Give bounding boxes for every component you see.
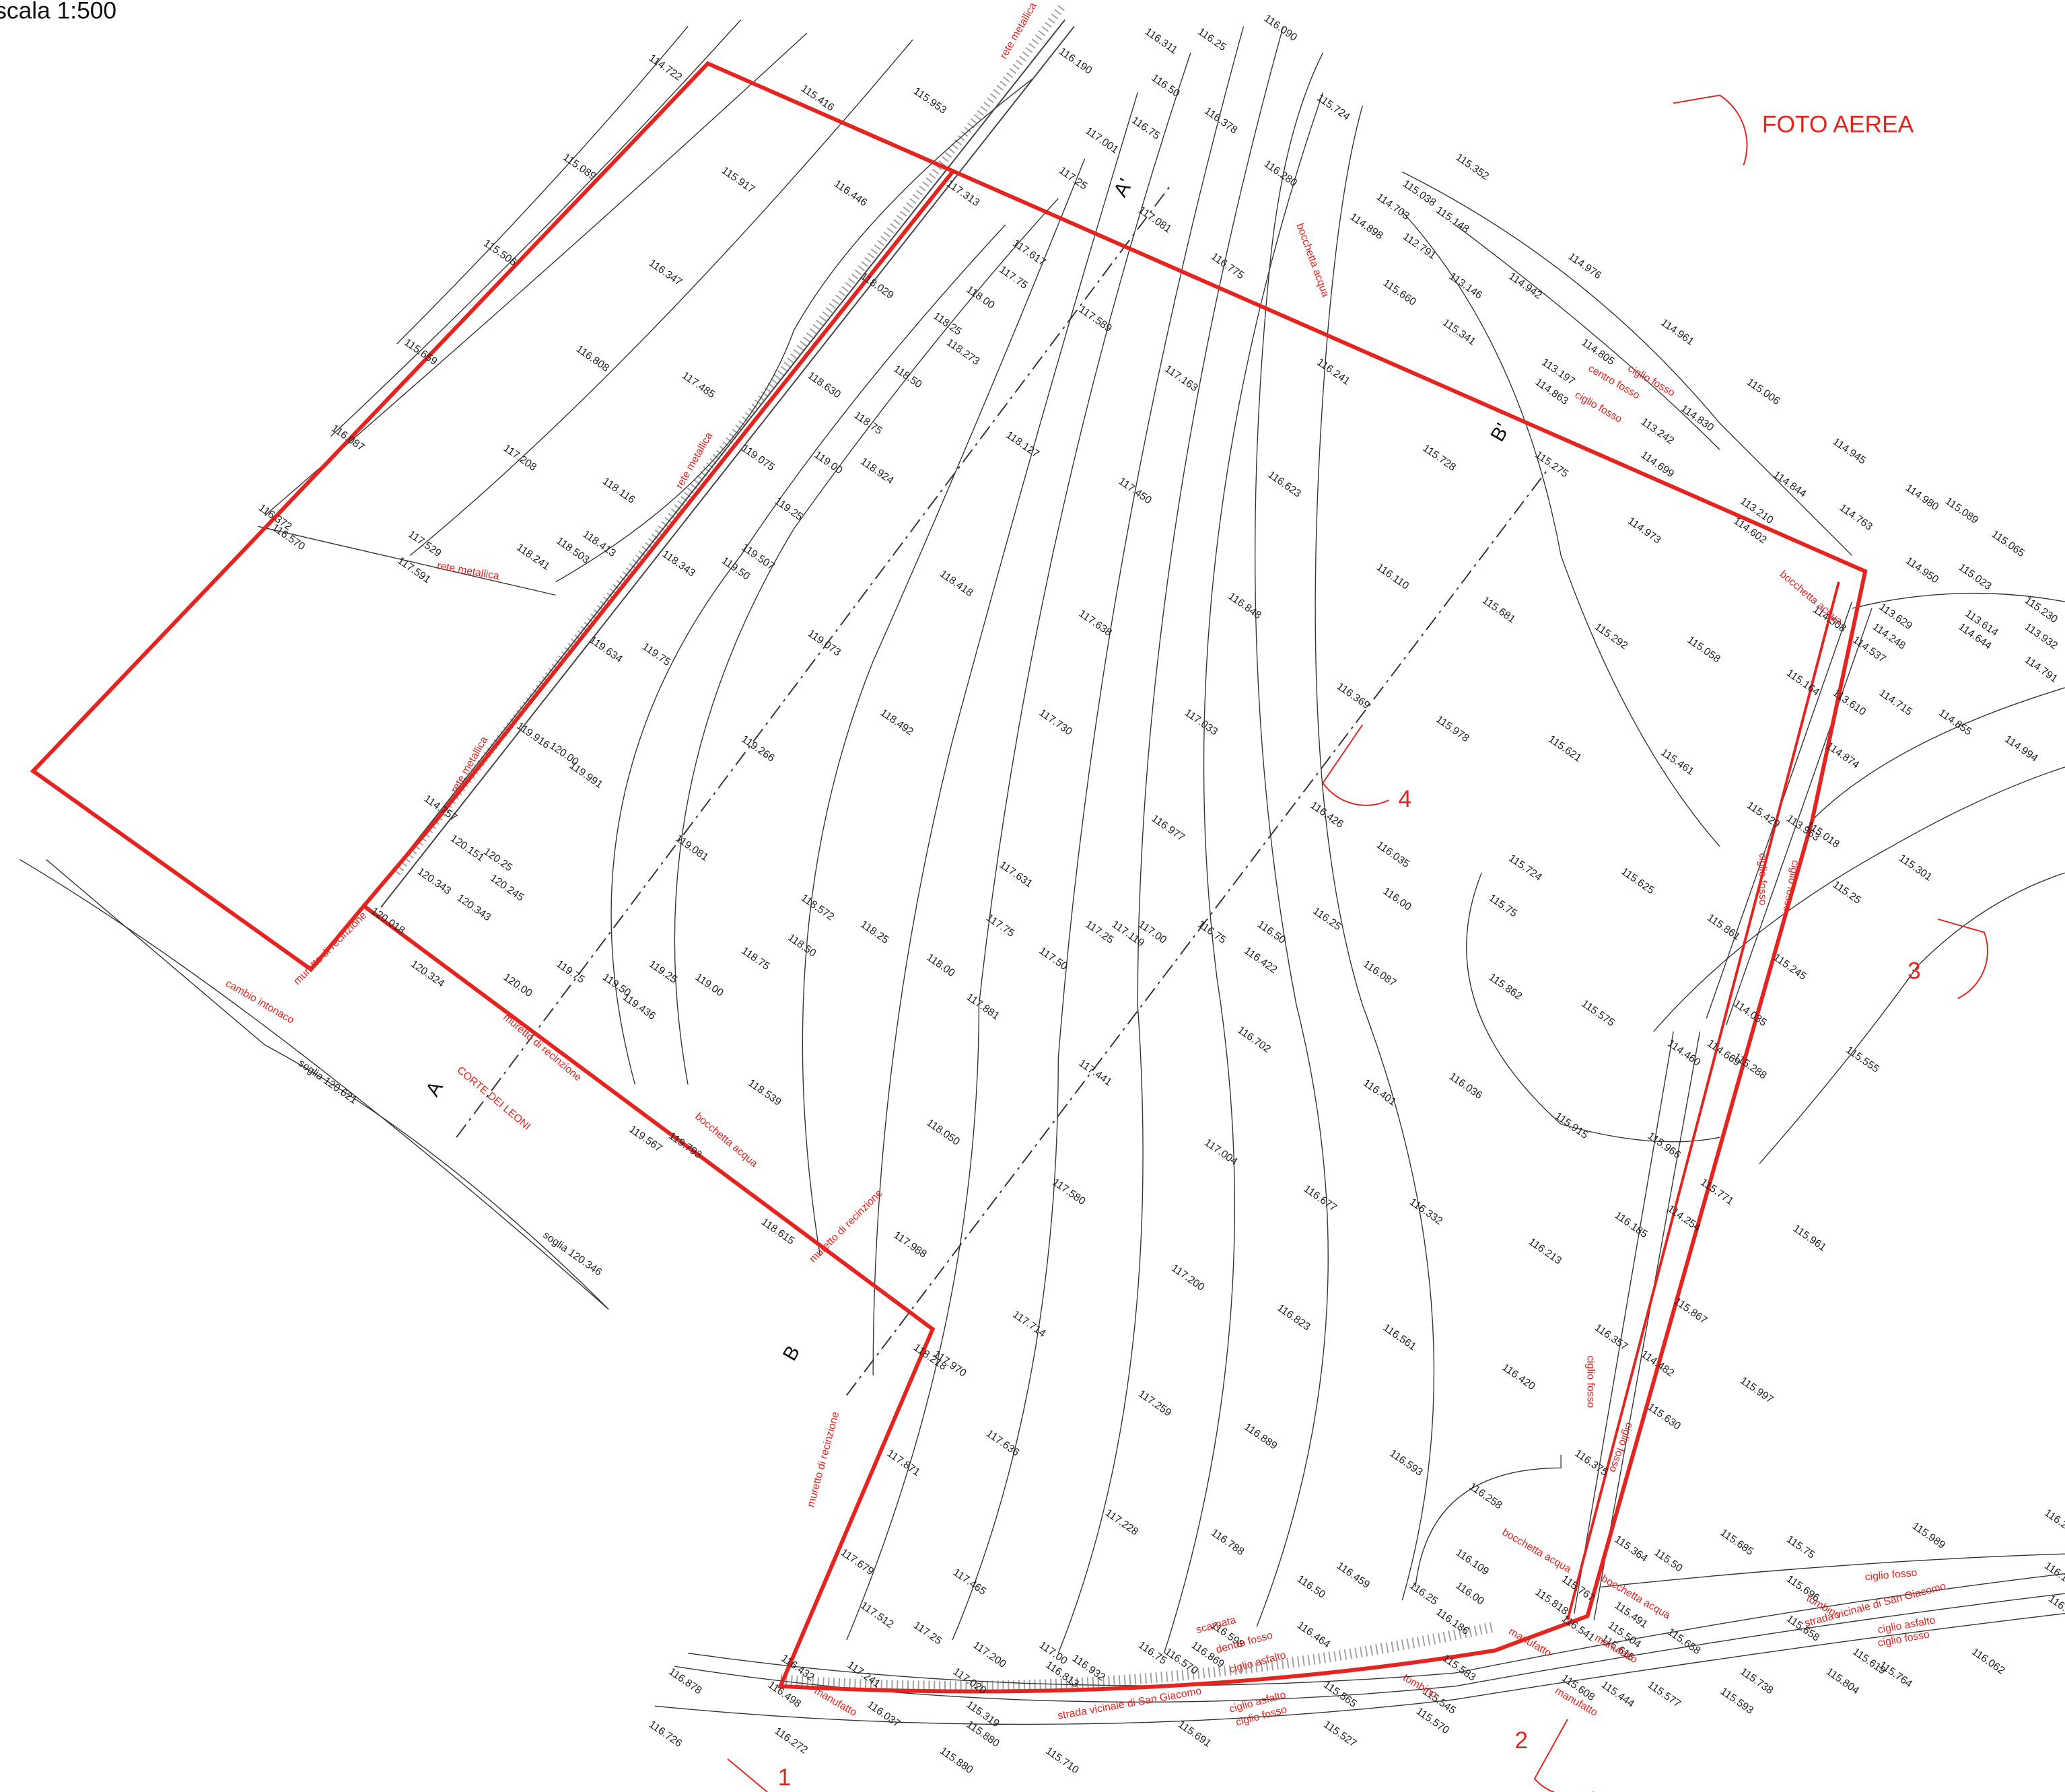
annotation: ciglio fosso (1864, 1567, 1918, 1583)
viewpoint-symbols (727, 94, 1989, 1792)
photo-label: FOTO AEREA (1762, 112, 1914, 138)
annotation: ciglio fosso (1584, 1355, 1596, 1408)
annotation: ciglio fosso (1757, 853, 1768, 906)
scale-label: scala 1:500 (0, 0, 116, 24)
section-lines (456, 184, 1549, 1396)
viewpoint-number: 4 (1398, 786, 1411, 812)
property-boundary (30, 61, 1868, 1694)
viewpoint-number: 2 (1514, 1727, 1528, 1754)
contours (20, 20, 2065, 1725)
viewpoint-number: 1 (778, 1764, 792, 1791)
viewpoint-number: 3 (1908, 958, 1921, 984)
